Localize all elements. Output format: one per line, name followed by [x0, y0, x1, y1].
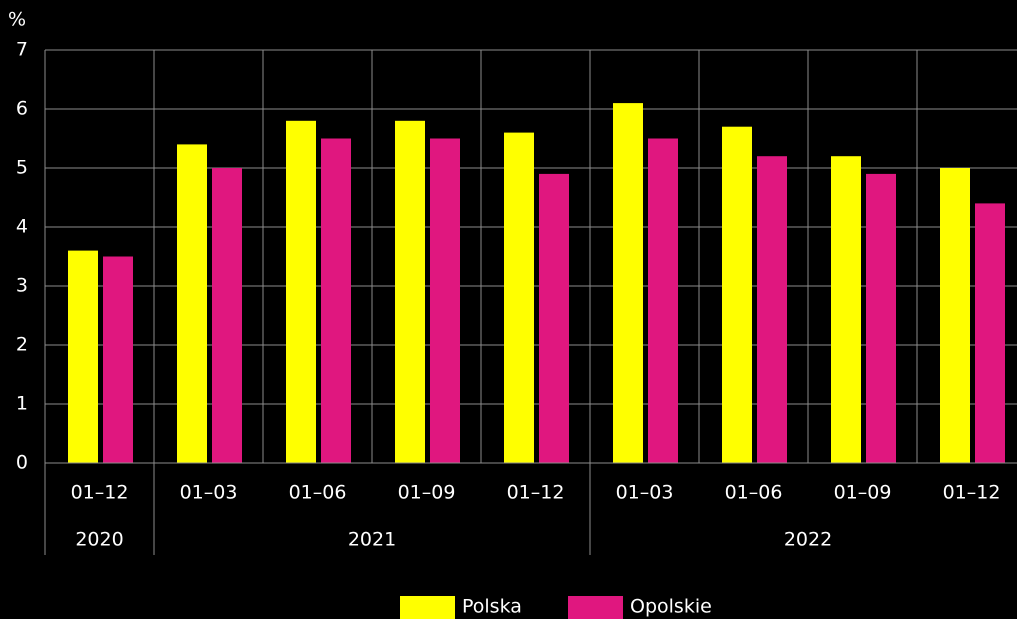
- legend-swatch: [400, 596, 455, 619]
- x-tick-label: 01–12: [943, 482, 1001, 504]
- y-tick-label: 1: [16, 393, 28, 415]
- bar: [757, 156, 787, 463]
- y-tick-label: 5: [16, 157, 28, 179]
- y-tick-label: 2: [16, 334, 28, 356]
- group-label: 2021: [348, 529, 396, 551]
- bar: [103, 256, 133, 463]
- bar: [648, 138, 678, 463]
- x-tick-label: 01–06: [289, 482, 347, 504]
- bar: [504, 132, 534, 463]
- bar: [831, 156, 861, 463]
- x-tick-label: 01–12: [71, 482, 129, 504]
- legend-label: Opolskie: [630, 596, 712, 618]
- x-tick-label: 01–12: [507, 482, 565, 504]
- bar: [395, 120, 425, 464]
- y-tick-label: 7: [16, 39, 28, 61]
- bar: [321, 138, 351, 463]
- y-tick-label: 4: [16, 216, 28, 238]
- bar: [940, 168, 970, 463]
- x-tick-label: 01–03: [616, 482, 674, 504]
- legend-swatch: [568, 596, 623, 619]
- legend-label: Polska: [462, 596, 522, 618]
- y-unit: %: [8, 9, 26, 31]
- bar: [430, 138, 460, 463]
- bar: [68, 250, 98, 463]
- group-label: 2020: [75, 529, 123, 551]
- bar: [539, 173, 569, 463]
- bar: [722, 126, 752, 463]
- x-tick-label: 01–09: [834, 482, 892, 504]
- x-tick-label: 01–03: [180, 482, 238, 504]
- bar: [613, 103, 643, 463]
- x-tick-label: 01–06: [725, 482, 783, 504]
- bar: [975, 203, 1005, 463]
- bar: [177, 144, 207, 463]
- bar: [866, 173, 896, 463]
- y-tick-label: 0: [16, 452, 28, 474]
- y-tick-label: 6: [16, 98, 28, 120]
- x-tick-label: 01–09: [398, 482, 456, 504]
- group-label: 2022: [784, 529, 832, 551]
- bar: [212, 168, 242, 463]
- bar: [286, 120, 316, 464]
- y-tick-label: 3: [16, 275, 28, 297]
